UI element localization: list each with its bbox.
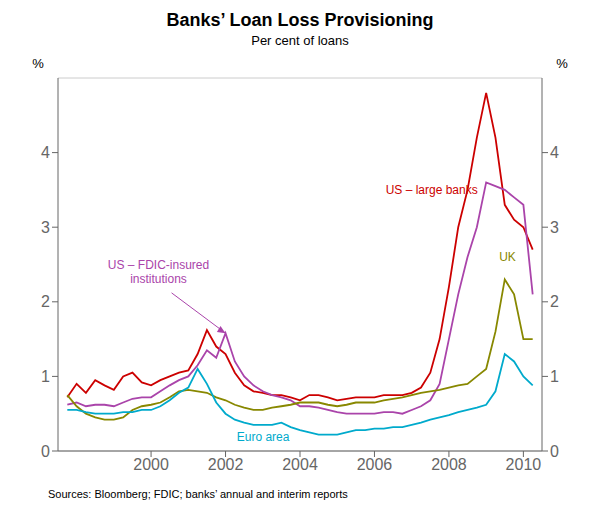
svg-text:2000: 2000 — [133, 456, 169, 473]
svg-text:2006: 2006 — [357, 456, 393, 473]
svg-text:2004: 2004 — [282, 456, 318, 473]
svg-text:2008: 2008 — [431, 456, 467, 473]
svg-text:2: 2 — [41, 293, 50, 310]
svg-text:%: % — [32, 56, 44, 71]
svg-text:4: 4 — [41, 144, 50, 161]
html-text:Sources: Bloomberg; FDIC; bank: Sources: Bloomberg; FDIC; banks’ annual … — [48, 488, 348, 500]
svg-text:2002: 2002 — [208, 456, 244, 473]
svg-text:Euro area: Euro area — [237, 430, 290, 444]
svg-text:1: 1 — [41, 368, 50, 385]
svg-text:%: % — [556, 56, 568, 71]
svg-text:1: 1 — [550, 368, 559, 385]
svg-text:US – FDIC-insuredinstitutions: US – FDIC-insuredinstitutions — [108, 258, 209, 286]
html-text:Banks’ Loan Loss Provisioning: Banks’ Loan Loss Provisioning — [166, 10, 434, 30]
svg-text:0: 0 — [41, 443, 50, 460]
svg-text:2010: 2010 — [506, 456, 542, 473]
svg-text:0: 0 — [550, 443, 559, 460]
svg-text:3: 3 — [41, 219, 50, 236]
svg-text:3: 3 — [550, 219, 559, 236]
svg-text:US – large banks: US – large banks — [386, 183, 478, 197]
svg-text:UK: UK — [499, 250, 516, 264]
svg-text:2: 2 — [550, 293, 559, 310]
svg-text:4: 4 — [550, 144, 559, 161]
html-text:Per cent of loans: Per cent of loans — [251, 33, 349, 48]
